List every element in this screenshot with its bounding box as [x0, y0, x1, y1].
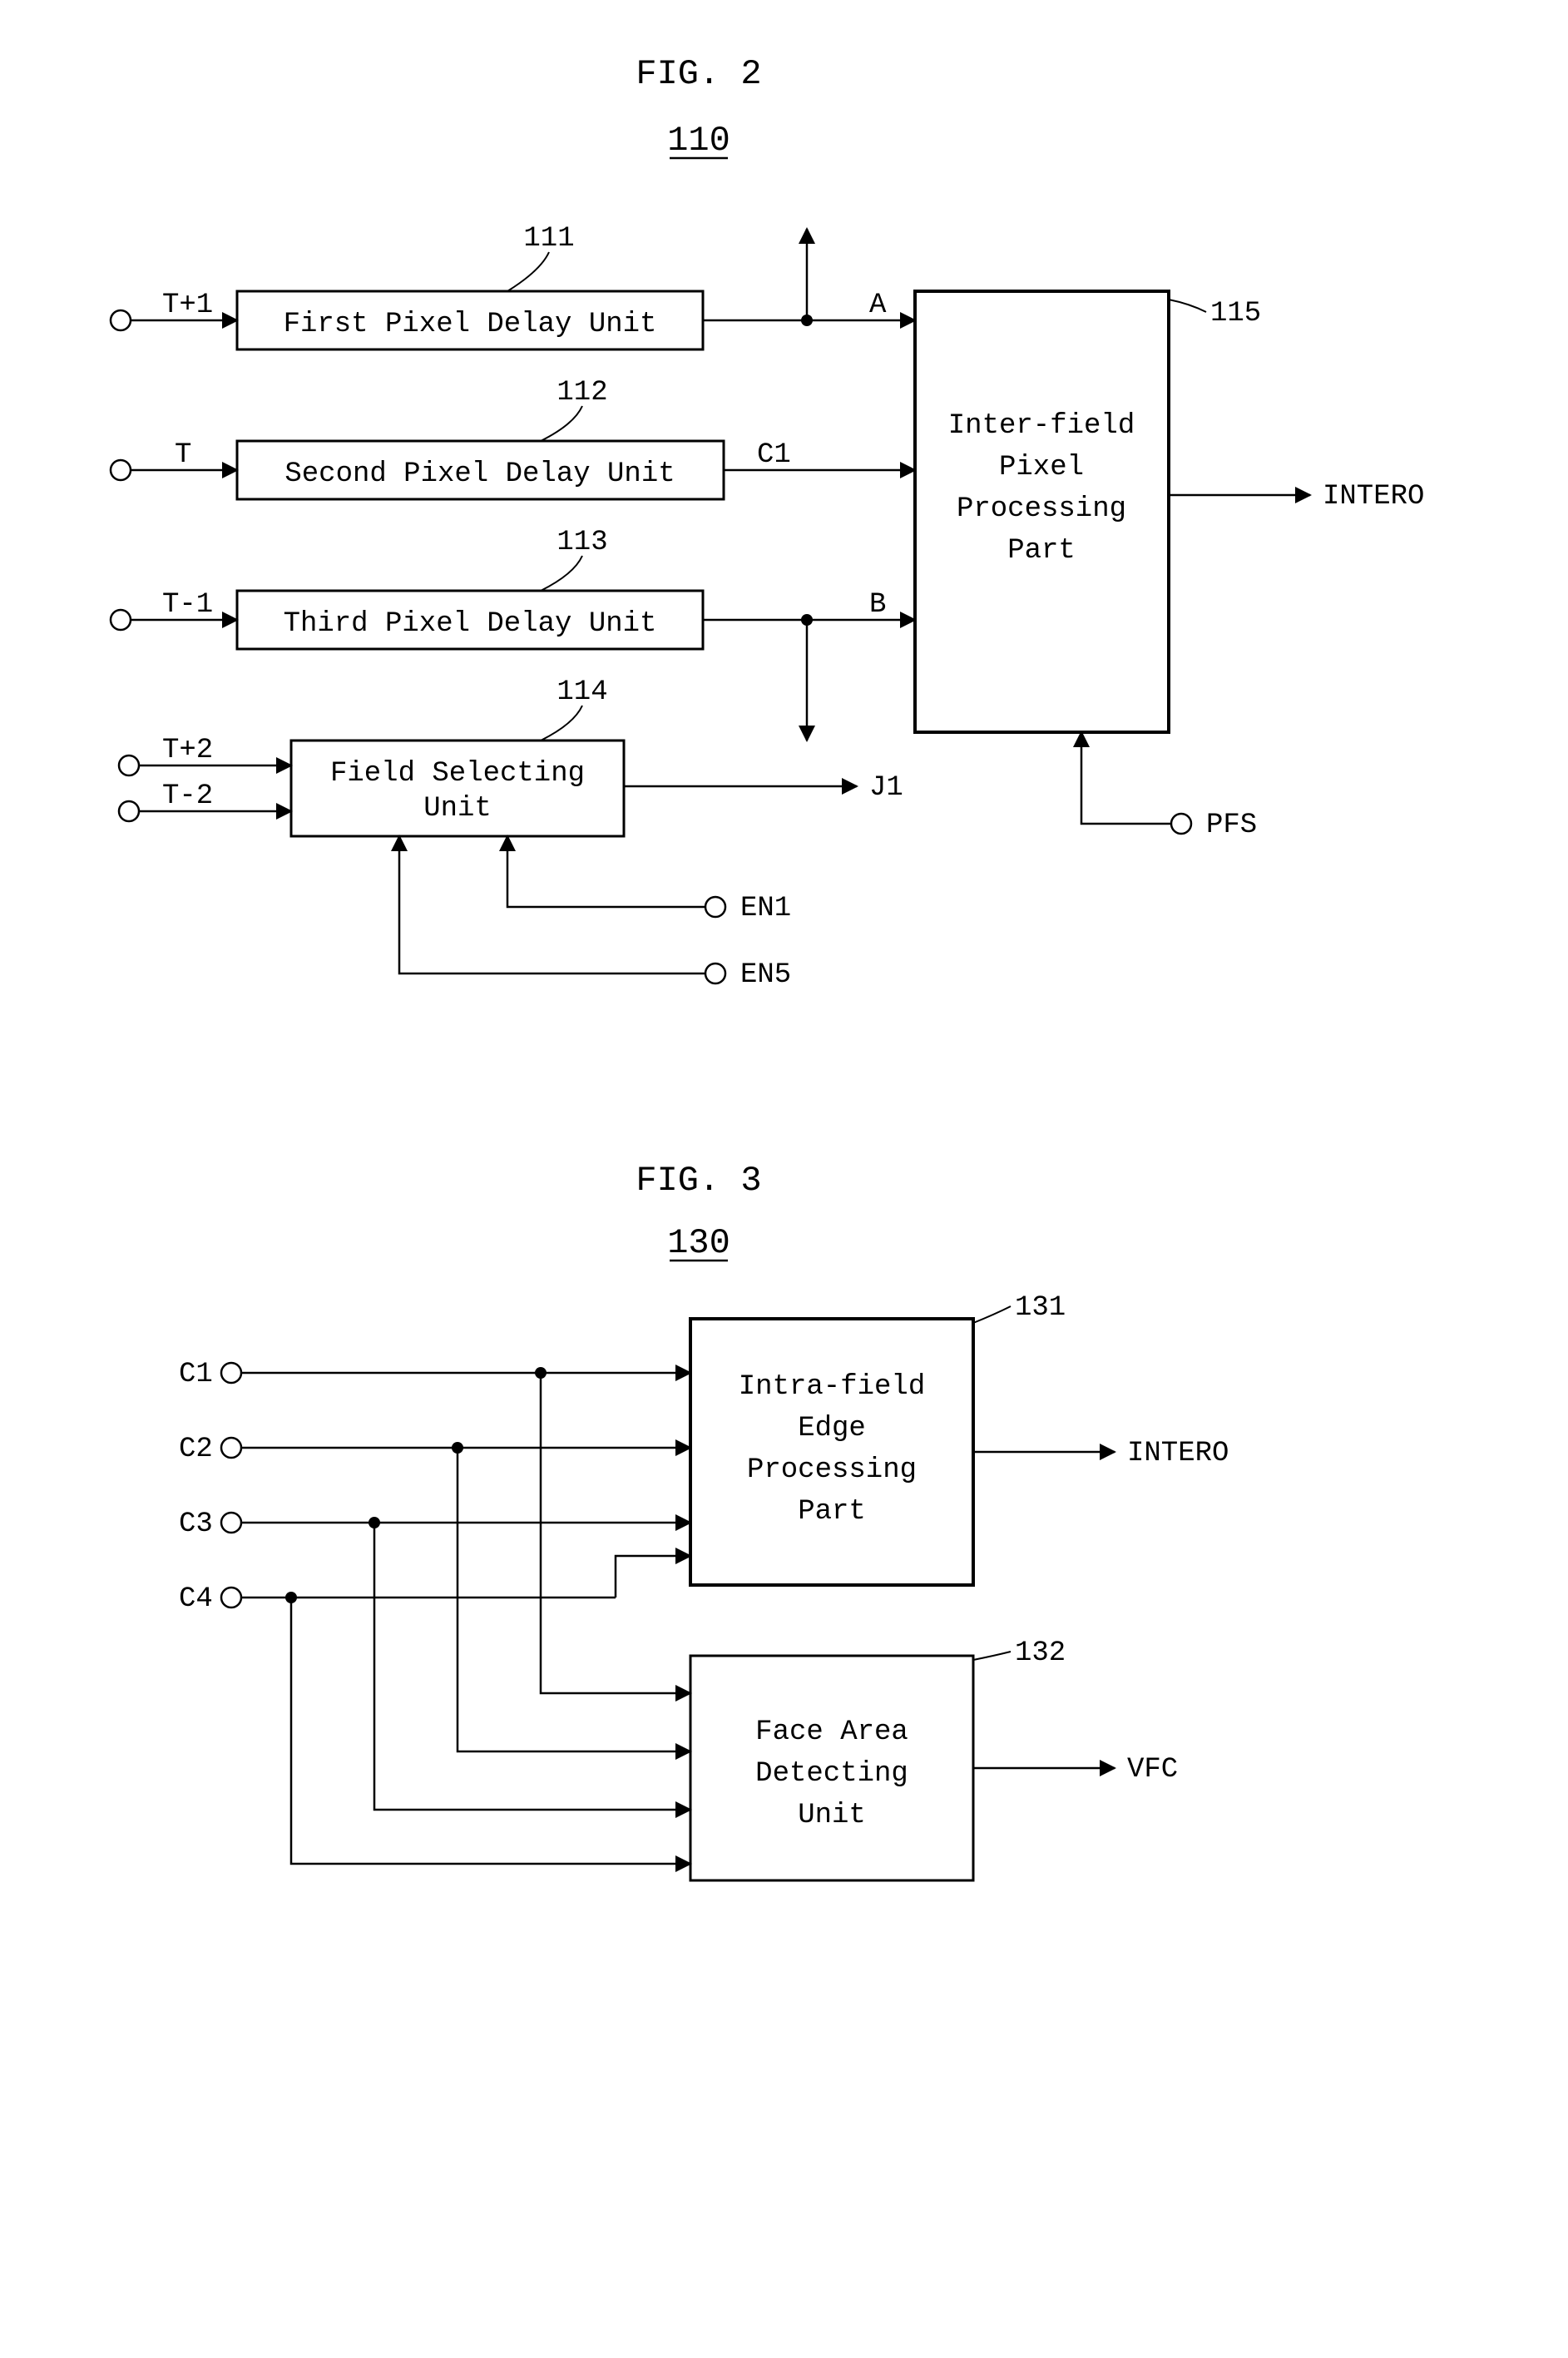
- w-c1-132: [541, 1373, 690, 1693]
- leader-111: [507, 252, 549, 291]
- wire-pfs: [1081, 732, 1171, 824]
- w-c4-132: [291, 1598, 690, 1864]
- label-115-2: Pixel: [999, 452, 1084, 483]
- fig3-title: FIG. 3: [636, 1161, 761, 1201]
- label-112: Second Pixel Delay Unit: [284, 458, 675, 490]
- label-115-4: Part: [1007, 535, 1076, 567]
- w-c3-132: [374, 1523, 690, 1810]
- leader-115: [1169, 300, 1206, 312]
- sig-tp2: T+2: [162, 735, 213, 766]
- sig-intero: INTERO: [1323, 481, 1424, 513]
- term-t: [111, 460, 131, 480]
- label-114-2: Unit: [423, 793, 492, 825]
- label-132-3: Unit: [798, 1800, 866, 1831]
- label-132-1: Face Area: [755, 1716, 908, 1748]
- term-pfs: [1171, 814, 1191, 834]
- fig2: FIG. 2 110 111 First Pixel Delay Unit 11…: [111, 54, 1424, 991]
- label-115-1: Inter-field: [948, 410, 1135, 442]
- ref-114: 114: [556, 676, 607, 708]
- leader-113: [541, 556, 582, 591]
- sig-tp1: T+1: [162, 290, 213, 321]
- wire-en5: [399, 836, 705, 973]
- fig2-ref: 110: [667, 121, 730, 161]
- term-c3: [221, 1513, 241, 1533]
- ref-132: 132: [1015, 1637, 1066, 1669]
- sig-a: A: [869, 290, 887, 321]
- label-132-2: Detecting: [755, 1758, 908, 1790]
- sig-tm1: T-1: [162, 589, 213, 621]
- sig-c4-3: C4: [179, 1583, 213, 1615]
- sig-en5: EN5: [740, 959, 791, 991]
- ref-112: 112: [556, 377, 607, 409]
- term-c4: [221, 1588, 241, 1608]
- term-c2: [221, 1438, 241, 1458]
- term-en5: [705, 964, 725, 983]
- wire-en1: [507, 836, 705, 907]
- term-c1: [221, 1363, 241, 1383]
- w-c4-131: [616, 1556, 690, 1598]
- sig-tm2: T-2: [162, 780, 213, 812]
- sig-j1: J1: [869, 772, 903, 804]
- leader-131: [973, 1306, 1011, 1323]
- label-115-3: Processing: [957, 493, 1126, 525]
- label-113: Third Pixel Delay Unit: [284, 608, 657, 640]
- label-131-1: Intra-field: [739, 1371, 925, 1403]
- label-114-1: Field Selecting: [330, 758, 585, 790]
- ref-113: 113: [556, 527, 607, 558]
- leader-114: [541, 706, 582, 741]
- sig-c1-3: C1: [179, 1359, 213, 1390]
- sig-c2-3: C2: [179, 1434, 213, 1465]
- sig-intero-3: INTERO: [1127, 1438, 1229, 1469]
- ref-115: 115: [1210, 298, 1261, 329]
- sig-en1: EN1: [740, 893, 791, 924]
- diagrams: FIG. 2 110 111 First Pixel Delay Unit 11…: [33, 33, 1535, 2325]
- term-tm1: [111, 610, 131, 630]
- w-c2-132: [458, 1448, 690, 1751]
- fig2-title: FIG. 2: [636, 54, 761, 94]
- term-en1: [705, 897, 725, 917]
- sig-c1: C1: [757, 439, 791, 471]
- ref-111: 111: [523, 223, 574, 255]
- sig-b: B: [869, 589, 886, 621]
- sig-t: T: [175, 439, 191, 471]
- label-131-3: Processing: [747, 1454, 917, 1486]
- fig3: FIG. 3 130 Intra-field Edge Processing P…: [179, 1161, 1229, 1880]
- sig-vfc: VFC: [1127, 1754, 1178, 1786]
- sig-pfs: PFS: [1206, 810, 1257, 841]
- leader-132: [973, 1652, 1011, 1660]
- sig-c3-3: C3: [179, 1508, 213, 1540]
- label-131-4: Part: [798, 1496, 866, 1528]
- ref-131: 131: [1015, 1292, 1066, 1324]
- term-tp2: [119, 755, 139, 775]
- label-111: First Pixel Delay Unit: [284, 309, 657, 340]
- label-131-2: Edge: [798, 1413, 866, 1444]
- fig3-ref: 130: [667, 1223, 730, 1263]
- term-tp1: [111, 310, 131, 330]
- term-tm2: [119, 801, 139, 821]
- block-131: [690, 1319, 973, 1585]
- leader-112: [541, 406, 582, 441]
